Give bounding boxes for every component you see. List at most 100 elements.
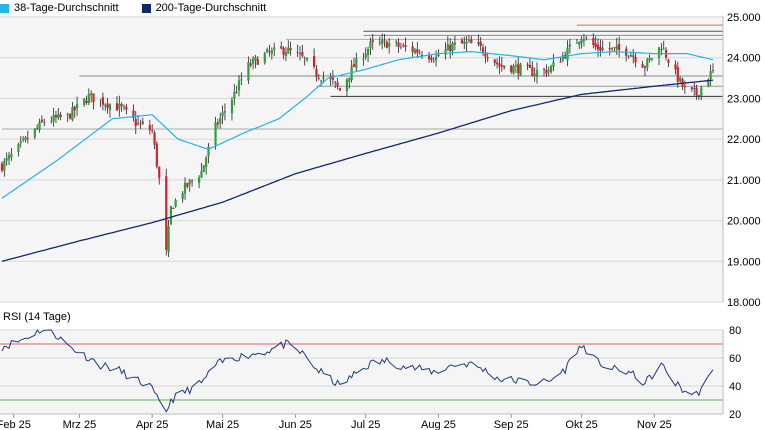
candle (460, 37, 464, 44)
x-axis: Feb 25 Mrz 25 Apr 25 Mai 25 Jun 25 Jul 25 Aug … (0, 413, 723, 430)
candle-body-down (73, 106, 76, 111)
candle-body-down (693, 88, 696, 90)
candle (68, 112, 72, 120)
candle (430, 55, 433, 63)
candle (371, 34, 374, 50)
candle (657, 46, 661, 66)
candle-body-up (52, 115, 55, 122)
candle (545, 64, 548, 78)
price-y-tick-label: 20.000 (727, 216, 761, 228)
candle (496, 58, 499, 69)
candle-body-up (575, 42, 579, 44)
candle-body-up (22, 139, 25, 140)
candle-body-up (36, 127, 39, 129)
candle-body-up (568, 44, 571, 47)
candle-body-up (362, 58, 365, 60)
candle (141, 117, 144, 126)
candle (531, 61, 534, 77)
candle (50, 116, 53, 124)
candle (221, 105, 224, 125)
candle-body-down (282, 47, 285, 55)
candle-body-up (650, 58, 654, 60)
candle (662, 40, 665, 50)
candle (148, 119, 151, 135)
candle-body-down (172, 207, 175, 209)
candle-body-down (101, 97, 105, 105)
candle (500, 56, 503, 72)
legend-item-ma38[interactable]: 38-Tage-Durchschnitt (0, 2, 119, 14)
candle-body-up (200, 171, 203, 178)
candle (118, 95, 121, 117)
candle-body-up (90, 93, 93, 96)
candle-body-up (345, 79, 349, 92)
candle-body-down (695, 87, 698, 96)
candle (132, 104, 135, 122)
candle (3, 158, 6, 177)
candle (320, 79, 323, 87)
candle-body-down (545, 70, 548, 74)
candle (54, 110, 58, 124)
candle (395, 40, 398, 47)
candle-body-up (169, 206, 173, 225)
candle-body-down (334, 81, 337, 83)
candle-body-up (463, 41, 466, 44)
price-y-tick-label: 23.000 (727, 93, 761, 105)
candle-body-down (404, 45, 407, 47)
candle (188, 178, 191, 192)
candle-body-down (165, 176, 168, 250)
candle-body-down (132, 110, 135, 119)
candle (183, 177, 187, 200)
candle-body-up (99, 99, 102, 101)
candle-body-down (420, 54, 424, 56)
x-tick-label: Sep 25 (494, 419, 529, 430)
candle (251, 55, 255, 70)
candle-body-down (667, 59, 670, 63)
candle (263, 51, 266, 65)
candle-body-down (402, 45, 405, 47)
candle-body-down (479, 41, 482, 47)
candle-body-down (115, 103, 119, 111)
candle-body-up (561, 55, 564, 61)
candle (101, 92, 105, 111)
candle-body-down (683, 86, 686, 88)
legend-item-ma200[interactable]: 200-Tage-Durchschnitt (141, 2, 266, 14)
candle-body-up (348, 77, 351, 82)
candle-body-up (33, 128, 36, 138)
candle-body-down (460, 40, 464, 44)
candle (510, 64, 513, 75)
candle-body-up (453, 42, 456, 45)
candle-body-up (366, 48, 370, 55)
candle-body-down (517, 63, 520, 74)
candle (104, 103, 107, 111)
candle (158, 166, 161, 185)
candle-body-up (610, 47, 614, 49)
candle-body-down (397, 42, 400, 47)
candle-body-up (5, 158, 8, 161)
candle (601, 40, 604, 52)
candle (646, 57, 649, 72)
candle-body-up (582, 39, 586, 41)
candle (634, 52, 637, 68)
candle-body-up (188, 180, 191, 185)
x-tick-label: Jun 25 (279, 419, 312, 430)
candle-body-down (59, 114, 62, 118)
candle-body-down (352, 64, 356, 67)
legend-label-ma38: 38-Tage-Durchschnitt (14, 2, 119, 14)
candle (312, 48, 316, 69)
candle-body-down (151, 130, 154, 132)
price-y-tick-label: 19.000 (727, 256, 761, 268)
candle-body-down (481, 47, 485, 53)
ma200-swatch-icon (141, 3, 151, 13)
candle (517, 56, 520, 80)
candle (136, 115, 140, 126)
candle-body-up (413, 49, 417, 54)
candle (181, 191, 184, 203)
candle (59, 111, 62, 121)
candle-body-down (54, 114, 58, 118)
candle (693, 82, 696, 96)
candle-body-up (233, 91, 236, 99)
candle-body-up (465, 41, 468, 44)
candle (270, 47, 273, 60)
candle (641, 60, 644, 68)
candle (594, 36, 597, 51)
